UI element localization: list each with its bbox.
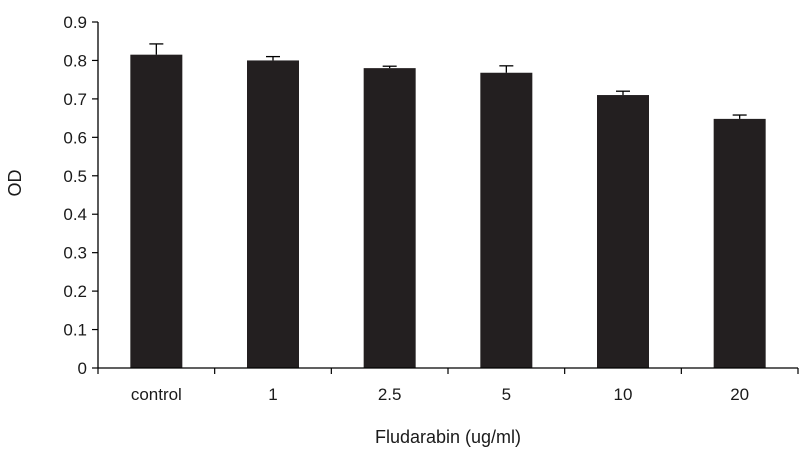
bar bbox=[713, 118, 766, 368]
x-tick-label: 20 bbox=[730, 385, 749, 404]
x-tick-label: 5 bbox=[502, 385, 511, 404]
x-axis-title: Fludarabin (ug/ml) bbox=[375, 427, 521, 447]
y-tick-label: 0.2 bbox=[63, 282, 87, 301]
y-tick-label: 0.1 bbox=[63, 321, 87, 340]
bar bbox=[480, 72, 533, 368]
y-axis-title: OD bbox=[5, 169, 25, 196]
y-tick-label: 0.7 bbox=[63, 90, 87, 109]
bars bbox=[130, 54, 766, 369]
x-tick-label: control bbox=[131, 385, 182, 404]
axes bbox=[97, 22, 798, 369]
y-tick-label: 0.9 bbox=[63, 13, 87, 32]
x-tick-label: 1 bbox=[268, 385, 277, 404]
y-axis-ticks: 0 0.1 0.2 0.3 0.4 0.5 0.6 0.7 0.8 0.9 bbox=[63, 13, 98, 378]
bar bbox=[597, 95, 649, 369]
bar bbox=[247, 60, 299, 368]
y-tick-label: 0.4 bbox=[63, 205, 87, 224]
bar bbox=[130, 54, 183, 369]
y-tick-label: 0.5 bbox=[63, 167, 87, 186]
y-tick-label: 0.6 bbox=[63, 128, 87, 147]
y-tick-label: 0.8 bbox=[63, 51, 87, 70]
x-tick-label: 2.5 bbox=[378, 385, 402, 404]
bar bbox=[363, 68, 416, 368]
error-bars bbox=[149, 43, 747, 119]
x-axis-ticks: control 1 2.5 5 10 20 bbox=[97, 368, 799, 404]
y-tick-label: 0 bbox=[78, 359, 87, 378]
y-tick-label: 0.3 bbox=[63, 244, 87, 263]
x-tick-label: 10 bbox=[614, 385, 633, 404]
